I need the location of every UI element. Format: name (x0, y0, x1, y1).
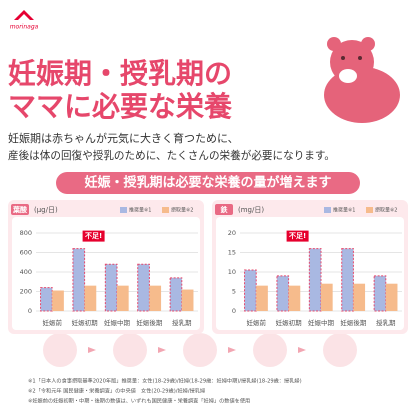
bear-illustration (324, 37, 400, 123)
y-tick-label: 0 (232, 307, 236, 315)
logo-mark (14, 10, 34, 20)
y-tick-label: 5 (232, 288, 236, 296)
footnote: ※2「令和元年 国民健康・栄養調査」の中央値 女性(20-29歳)/妊婦/授乳婦 (28, 387, 205, 395)
bar (117, 285, 129, 311)
bar (341, 248, 354, 312)
x-tick-label: 妊娠中期 (104, 318, 131, 327)
legend-swatch (120, 207, 127, 213)
logo-text: morinaga (10, 24, 39, 31)
bar (308, 248, 322, 312)
x-tick-label: 妊娠中期 (308, 318, 335, 327)
y-tick-label: 600 (20, 249, 32, 257)
stage-icons (43, 333, 357, 367)
x-tick-label: 妊娠前 (246, 318, 266, 327)
x-tick-label: 妊娠後期 (340, 318, 367, 327)
y-tick-label: 200 (20, 288, 32, 296)
bar (40, 287, 53, 312)
bar (244, 269, 257, 312)
banner-text: 妊娠・授乳期は必要な栄養の量が増えます (84, 175, 331, 191)
bar (137, 263, 150, 312)
x-tick-label: 妊娠前 (42, 318, 62, 327)
legend-label: 摂取量※2 (375, 207, 397, 214)
y-tick-label: 15 (228, 249, 236, 257)
y-tick-label: 20 (228, 229, 236, 237)
legend-label: 推奨量※1 (129, 207, 151, 214)
bar (321, 283, 333, 311)
bar (149, 285, 162, 311)
bar (276, 275, 290, 312)
x-tick-label: 妊娠初期 (72, 318, 99, 327)
x-tick-label: 妊娠初期 (276, 318, 303, 327)
bar (181, 289, 194, 311)
bar (288, 285, 301, 311)
x-tick-label: 妊娠後期 (136, 318, 163, 327)
legend-swatch (162, 207, 169, 213)
y-tick-label: 800 (20, 229, 32, 237)
annotation-badge (82, 230, 105, 242)
legend-swatch (366, 207, 373, 213)
bar (104, 263, 118, 312)
chart-title: 葉酸 (12, 205, 28, 214)
body-text: 産後は体の回復や授乳のために、たくさんの栄養が必要になります。 (8, 149, 335, 162)
annotation: 不足! (289, 232, 306, 240)
y-tick-label: 10 (228, 268, 236, 276)
bar (52, 290, 64, 311)
legend-label: 摂取量※2 (171, 207, 193, 214)
bar (373, 275, 387, 312)
footnote: ※1「日本人の食事摂取基準2020年版」推奨量：女性(18-29歳)/妊婦(18… (28, 377, 302, 385)
y-tick-label: 400 (20, 268, 32, 276)
x-tick-label: 授乳期 (376, 318, 396, 327)
chart-title: 鉄 (221, 205, 229, 214)
bar (353, 283, 366, 311)
title-line: 妊娠期・授乳期の (8, 57, 232, 90)
title-line: ママに必要な栄養 (8, 90, 232, 123)
bar (84, 285, 97, 311)
body-text: 妊娠期は赤ちゃんが元気に大きく育つために、 (8, 131, 239, 145)
banner (56, 172, 360, 194)
chart-title-badge (11, 204, 29, 215)
bar (169, 277, 183, 312)
bar (385, 283, 398, 311)
y-tick-label: 0 (28, 307, 32, 315)
annotation: 不足! (85, 232, 102, 240)
y-axis-label: (μg/日) (34, 206, 58, 214)
bar (72, 248, 86, 312)
bar (256, 285, 268, 311)
footnote: ※妊娠前の妊娠初期・中期・後期の数値は、いずれも国民健康・栄養調査「妊婦」の数値… (28, 397, 250, 405)
annotation-badge (286, 230, 309, 242)
y-axis-label: (mg/日) (238, 206, 264, 214)
x-tick-label: 授乳期 (172, 318, 192, 327)
chart-title-badge (215, 204, 233, 215)
legend-label: 推奨量※1 (333, 207, 355, 214)
legend-swatch (324, 207, 331, 213)
